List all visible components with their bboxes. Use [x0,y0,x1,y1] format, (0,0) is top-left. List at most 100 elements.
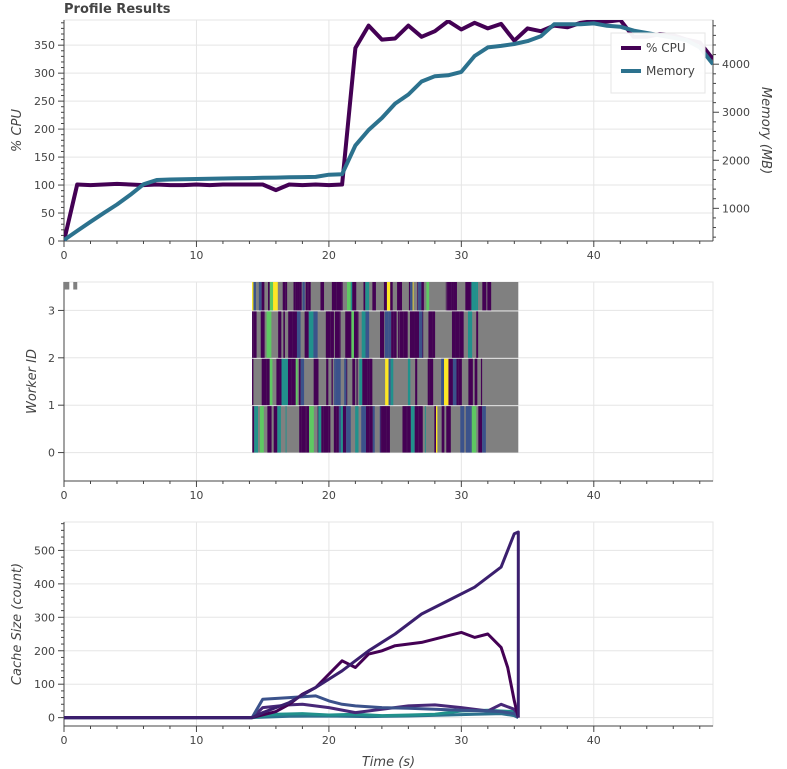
task-bar [346,358,348,406]
task-bar [441,406,445,453]
task-bar [277,406,281,453]
task-bar [305,406,307,453]
task-bar [476,311,479,358]
y-tick-label: 250 [34,95,55,108]
task-bar [259,406,264,453]
task-bar [363,282,366,311]
y2-tick-label: 1000 [722,202,750,215]
task-bar [427,358,430,406]
task-bar [320,282,325,311]
task-bar [470,282,472,311]
task-bar [429,358,434,406]
task-bar [252,311,254,358]
task-bar [266,311,272,358]
task-bar [408,282,411,311]
task-bar [339,311,341,358]
task-bar [345,311,351,358]
cache-series-line [64,530,520,720]
task-bar [353,311,356,358]
task-bar [352,358,356,406]
y2-tick-label: 3000 [722,106,750,119]
task-bar [441,358,445,406]
task-bar [328,406,331,453]
task-bar [407,358,411,406]
task-bar [361,406,366,453]
x-tick-label: 30 [454,249,468,262]
task-bar [305,282,308,311]
task-bar [397,282,403,311]
task-bar [307,282,309,311]
x-tick-label: 40 [587,489,601,502]
task-bar [380,311,385,358]
task-bar [476,282,479,311]
y2-tick-label: 4000 [722,58,750,71]
task-bar [372,406,375,453]
task-bar [415,358,418,406]
task-bar [298,358,301,406]
task-bar [390,358,394,406]
y-tick-label: 100 [34,678,55,691]
task-bar [367,358,370,406]
task-bar [253,311,257,358]
task-bar [299,406,302,453]
task-bar [406,406,408,453]
y-tick-label: 350 [34,39,55,52]
legend[interactable]: % CPU Memory [610,32,706,94]
task-bar [313,311,318,358]
task-bar [487,282,492,311]
cpu-memory-panel[interactable]: 0 10 20 30 40 0 50 100 150 200 250 300 350 % CPU 1000 2… [10,19,773,262]
x-axis-label: Time (s) [362,755,415,769]
y2-axis-label: Memory (MB) [758,87,773,174]
task-bar [281,358,285,406]
task-bar [445,282,447,311]
plot-frame [63,521,714,727]
cache-series-line [64,702,520,720]
task-bar [475,358,478,406]
task-bar [304,311,309,358]
task-bar [451,311,456,358]
task-bar [365,406,370,453]
task-bar [386,282,391,311]
y-tick-label: 0 [48,447,55,460]
y-axis-label: Cache Size (count) [10,563,25,685]
task-bar [474,358,476,406]
task-bar [299,282,302,311]
task-bar [456,358,459,406]
task-bar [283,311,285,358]
task-bar [254,406,258,453]
y-axis-label: Worker ID [25,349,40,414]
task-bar [334,311,340,358]
task-bar [471,282,477,311]
task-bar [391,311,394,358]
task-bar [482,406,486,453]
x-tick-label: 20 [322,489,336,502]
task-bar [301,406,306,453]
task-bar [326,358,328,406]
task-stream-panel[interactable]: 0 10 20 30 40 0 1 2 3 Worker ID [25,264,714,502]
y-tick-label: 1 [48,399,55,412]
y-tick-label: 300 [34,67,55,80]
series-group [64,20,713,241]
task-bar [467,311,473,358]
x-tick-label: 10 [189,734,203,747]
task-bar [293,282,296,311]
task-bar [447,282,452,311]
task-bar [421,282,424,311]
task-bar [313,358,319,406]
x-tick-label: 10 [189,489,203,502]
task-bar [418,406,423,453]
task-bar [317,406,319,453]
task-bar [379,406,381,453]
task-bar [334,358,336,406]
task-bar [424,406,426,453]
task-bar [321,406,324,453]
task-bar [393,311,395,358]
legend-entry: % CPU [646,41,686,55]
task-bar [326,358,327,406]
task-bar [338,406,341,453]
task-bar [444,358,449,406]
task-bar [269,282,274,311]
task-bar [295,282,298,311]
